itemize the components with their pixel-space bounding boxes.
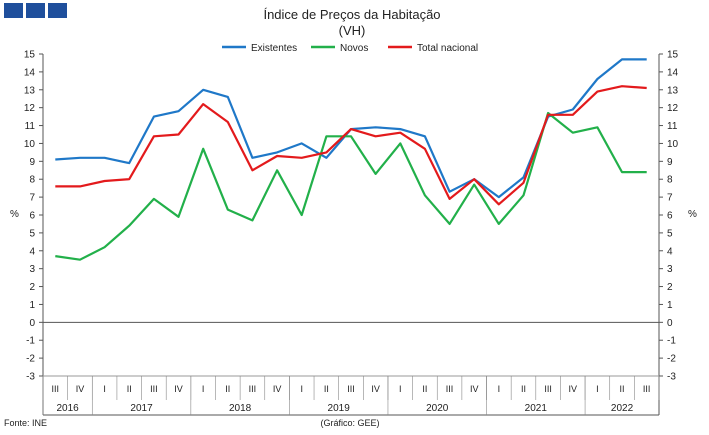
y-tick-label-left: 14: [24, 67, 36, 78]
year-label: 2020: [426, 403, 449, 414]
quarter-label: I: [300, 384, 303, 394]
quarter-label: III: [446, 384, 454, 394]
y-tick-label-left: 15: [24, 50, 36, 61]
y-tick-label-right: 4: [667, 246, 673, 257]
quarter-label: III: [52, 384, 60, 394]
quarter-label: I: [596, 384, 599, 394]
y-tick-label-left: 7: [29, 193, 35, 204]
y-tick-label-left: 12: [24, 103, 36, 114]
logo-block-3: [48, 3, 67, 18]
quarter-label: I: [498, 384, 501, 394]
quarter-label: II: [225, 384, 230, 394]
series-line-total-nacional: [55, 85, 647, 206]
legend-label: Novos: [340, 43, 368, 54]
quarter-label: III: [249, 384, 257, 394]
y-tick-label-right: -1: [667, 336, 676, 347]
year-label: 2016: [57, 403, 80, 414]
y-tick-label-right: 12: [667, 103, 679, 114]
legend-label: Total nacional: [417, 43, 478, 54]
y-tick-label-right: 13: [667, 85, 679, 96]
year-label: 2017: [130, 403, 153, 414]
y-tick-label-left: 0: [29, 318, 35, 329]
quarter-label: III: [643, 384, 651, 394]
y-tick-label-left: -2: [26, 354, 35, 365]
year-label: 2021: [525, 403, 548, 414]
y-tick-label-left: 4: [29, 246, 35, 257]
year-label: 2022: [611, 403, 634, 414]
quarter-label: I: [399, 384, 402, 394]
quarter-label: III: [347, 384, 355, 394]
source-note: Fonte: INE: [4, 418, 47, 428]
y-tick-label-left: 1: [29, 300, 35, 311]
y-tick-label-left: 9: [29, 157, 35, 168]
quarter-label: IV: [371, 384, 380, 394]
y-tick-label-right: 7: [667, 193, 673, 204]
y-tick-label-right: 5: [667, 228, 673, 239]
y-tick-label-right: 2: [667, 282, 673, 293]
y-tick-label-right: 0: [667, 318, 673, 329]
y-axis-label-right: %: [688, 209, 697, 220]
y-tick-label-left: 6: [29, 211, 35, 222]
quarter-label: II: [324, 384, 329, 394]
y-tick-label-right: 14: [667, 67, 679, 78]
quarter-label: IV: [273, 384, 282, 394]
quarter-label: IV: [76, 384, 85, 394]
year-label: 2018: [229, 403, 252, 414]
logo-block-2: [26, 3, 45, 18]
y-axis-label-left: %: [10, 209, 19, 220]
year-label: 2019: [328, 403, 351, 414]
y-tick-label-left: 13: [24, 85, 36, 96]
chart-title: Índice de Preços da Habitação: [263, 7, 440, 22]
quarter-label: IV: [569, 384, 578, 394]
quarter-label: I: [103, 384, 106, 394]
quarter-label: I: [202, 384, 205, 394]
y-tick-label-left: 8: [29, 175, 35, 186]
y-tick-label-left: -3: [26, 372, 35, 383]
logo-block-1: [4, 3, 23, 18]
quarter-label: IV: [174, 384, 183, 394]
y-tick-label-left: 10: [24, 139, 36, 150]
quarter-label: II: [620, 384, 625, 394]
y-tick-label-right: 11: [667, 121, 678, 132]
quarter-label: III: [150, 384, 158, 394]
y-tick-label-right: 1: [667, 300, 673, 311]
y-tick-label-right: -2: [667, 354, 676, 365]
y-tick-label-left: -1: [26, 336, 35, 347]
y-tick-label-left: 5: [29, 228, 35, 239]
chart-subtitle: (VH): [339, 23, 366, 38]
gee-logo: [4, 3, 67, 18]
legend-label: Existentes: [251, 43, 297, 54]
quarter-label: II: [422, 384, 427, 394]
y-tick-label-right: -3: [667, 372, 676, 383]
y-tick-label-left: 2: [29, 282, 35, 293]
y-tick-label-left: 11: [25, 121, 36, 132]
quarter-label: II: [521, 384, 526, 394]
series-line-novos: [55, 111, 647, 261]
y-tick-label-right: 10: [667, 139, 679, 150]
y-tick-label-right: 3: [667, 264, 673, 275]
quarter-label: III: [544, 384, 552, 394]
y-tick-label-left: 3: [29, 264, 35, 275]
y-tick-label-right: 6: [667, 211, 673, 222]
quarter-label: II: [127, 384, 132, 394]
y-tick-label-right: 9: [667, 157, 673, 168]
quarter-label: IV: [470, 384, 479, 394]
legend: Existentes Novos Total nacional: [222, 43, 478, 54]
y-tick-label-right: 8: [667, 175, 673, 186]
y-tick-label-right: 15: [667, 50, 679, 61]
chart-credit: (Gráfico: GEE): [320, 418, 379, 428]
